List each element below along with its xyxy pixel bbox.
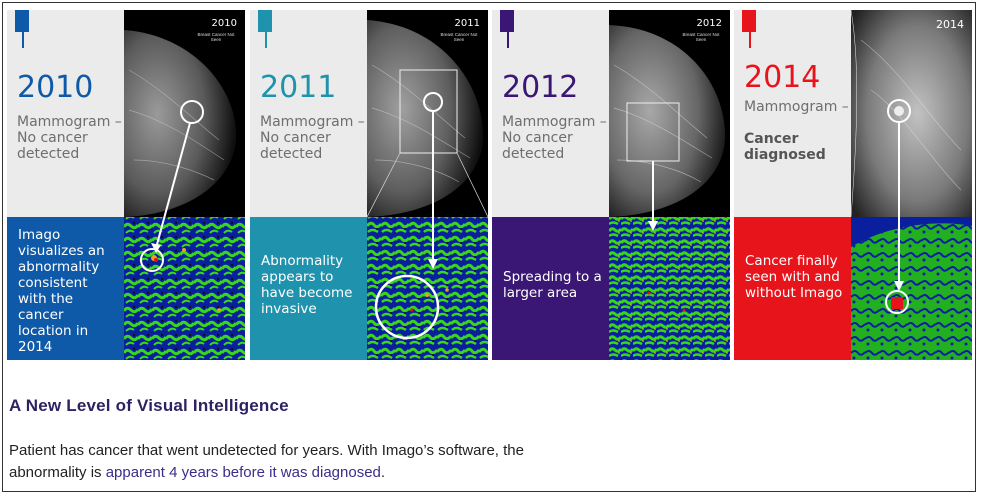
- image-year: 2010: [211, 18, 237, 29]
- panel-caption-box: Imago visualizes an abnormality consiste…: [7, 217, 124, 360]
- body-link[interactable]: apparent 4 years before it was diagnosed: [105, 464, 381, 481]
- flag-stem: [265, 10, 267, 48]
- mammogram-image: 2014: [850, 9, 972, 360]
- section-heading: A New Level of Visual Intelligence: [9, 396, 289, 415]
- panel-year: 2014: [744, 60, 821, 95]
- panel-year: 2011: [260, 70, 337, 105]
- panel-subtitle: Mammogram – No cancer detected: [502, 114, 612, 162]
- mammogram-figure: [609, 10, 730, 360]
- body-line: .: [380, 464, 386, 481]
- panel-subtitle: Mammogram – No cancer detected: [260, 114, 370, 162]
- mammogram-image: 2010 Breast Cancer Not Seen: [124, 10, 245, 360]
- subtitle-line: No cancer: [502, 130, 573, 146]
- body-line: abnormality is: [9, 464, 106, 481]
- mammogram-image: 2012 Breast Cancer Not Seen: [609, 10, 730, 360]
- image-year: 2011: [454, 18, 480, 29]
- panel-2014: 2014 Mammogram – Cancer diagnosed Cancer…: [734, 9, 972, 360]
- image-note: Breast Cancer Not Seen: [440, 32, 478, 42]
- panel-caption: Spreading to a larger area: [503, 269, 602, 301]
- panel-info: 2010 Mammogram – No cancer detected Imag…: [7, 10, 124, 360]
- image-note: Breast Cancer Not Seen: [682, 32, 720, 42]
- panel-2012: 2012 Mammogram – No cancer detected Spre…: [492, 10, 730, 360]
- panel-caption: Abnormality appears to have become invas…: [261, 253, 353, 317]
- subtitle-line: diagnosed: [744, 147, 826, 163]
- panel-info: 2011 Mammogram – No cancer detected Abno…: [250, 10, 367, 360]
- flag-stem: [507, 10, 509, 48]
- subtitle-line: detected: [17, 146, 80, 162]
- subtitle-line: Mammogram –: [17, 114, 122, 130]
- subtitle-line: Mammogram –: [502, 114, 607, 130]
- panel-header: 2014 Mammogram – Cancer diagnosed: [734, 10, 851, 217]
- panel-year: 2012: [502, 70, 579, 105]
- subtitle-line: Mammogram –: [744, 99, 849, 115]
- panel-header: 2012 Mammogram – No cancer detected: [492, 10, 609, 217]
- article-frame: 2010 Mammogram – No cancer detected Imag…: [2, 2, 976, 492]
- subtitle-line: detected: [502, 146, 565, 162]
- subtitle-line: No cancer: [17, 130, 88, 146]
- panel-2010: 2010 Mammogram – No cancer detected Imag…: [7, 10, 245, 360]
- mammogram-image: 2011 Breast Cancer Not Seen: [366, 10, 489, 360]
- panel-header: 2011 Mammogram – No cancer detected: [250, 10, 367, 217]
- panel-subtitle: Mammogram – No cancer detected: [17, 114, 127, 162]
- image-year: 2014: [936, 18, 964, 31]
- panel-caption: Cancer finally seen with and without Ima…: [745, 253, 843, 301]
- mammogram-figure: [124, 10, 245, 360]
- panel-2011: 2011 Mammogram – No cancer detected Abno…: [250, 10, 489, 360]
- mammogram-figure: [366, 10, 489, 360]
- panel-caption-box: Abnormality appears to have become invas…: [250, 217, 367, 360]
- flag-stem: [22, 10, 24, 48]
- mammogram-figure: [850, 9, 972, 360]
- panel-caption-box: Cancer finally seen with and without Ima…: [734, 217, 851, 360]
- panel-header: 2010 Mammogram – No cancer detected: [7, 10, 124, 217]
- panel-info: 2014 Mammogram – Cancer diagnosed Cancer…: [734, 10, 851, 360]
- subtitle-line: detected: [260, 146, 323, 162]
- flag-stem: [749, 10, 751, 48]
- image-year: 2012: [696, 18, 722, 29]
- panel-caption: Imago visualizes an abnormality consiste…: [18, 227, 105, 355]
- subtitle-line: Cancer: [744, 131, 799, 147]
- subtitle-line: No cancer: [260, 130, 331, 146]
- body-line: Patient has cancer that went undetected …: [9, 442, 524, 459]
- panel-caption-box: Spreading to a larger area: [492, 217, 609, 360]
- section-body: Patient has cancer that went undetected …: [9, 440, 709, 484]
- panel-subtitle: Mammogram – Cancer diagnosed: [744, 99, 854, 163]
- image-note: Breast Cancer Not Seen: [197, 32, 235, 42]
- panel-year: 2010: [17, 70, 94, 105]
- panel-info: 2012 Mammogram – No cancer detected Spre…: [492, 10, 609, 360]
- subtitle-line: Mammogram –: [260, 114, 365, 130]
